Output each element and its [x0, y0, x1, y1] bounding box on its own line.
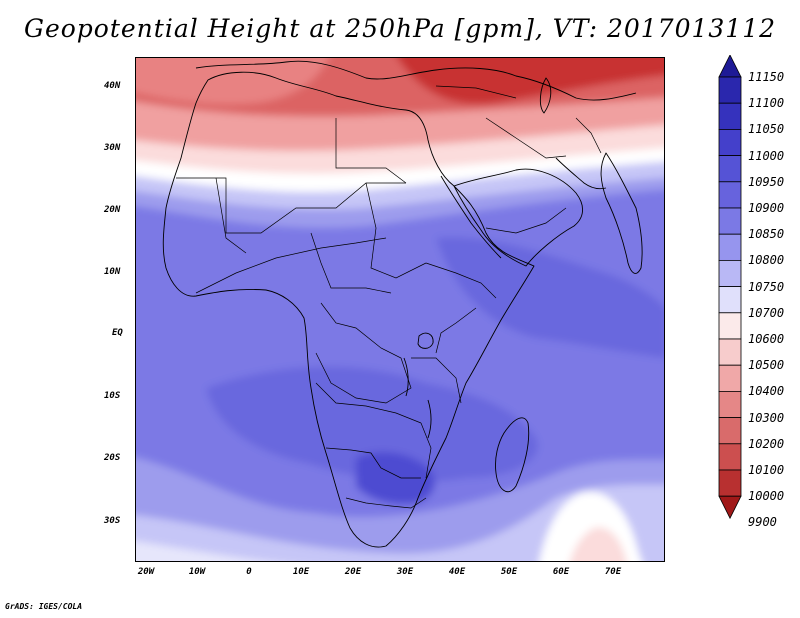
africa-coastline — [162, 71, 535, 548]
lon-label-20w: 20W — [137, 567, 155, 577]
caspian-sea — [539, 77, 552, 114]
border-namibia-bots — [325, 447, 421, 479]
legend-label: 11150 — [748, 70, 785, 84]
arabia-coastline — [453, 168, 583, 267]
legend-swatch — [718, 233, 742, 261]
legend-label: 11000 — [748, 148, 785, 163]
lon-label-10e: 10E — [292, 567, 310, 577]
lon-label-40e: 40E — [448, 567, 466, 577]
field-deep-blue-east — [436, 237, 664, 358]
legend-swatch — [718, 259, 742, 287]
border-sudan — [365, 182, 427, 279]
legend-label: 11050 — [748, 122, 785, 137]
geopotential-height-map — [136, 58, 664, 561]
border-mozambique — [420, 422, 432, 479]
border-tanzania — [411, 357, 462, 404]
legend-label: 10700 — [748, 305, 785, 320]
border-ethiopia — [425, 262, 497, 299]
border-drc — [315, 302, 412, 404]
legend-label: 10400 — [748, 384, 785, 399]
color-legend — [718, 55, 742, 520]
persian-gulf-coast — [555, 157, 607, 190]
border-sa — [345, 497, 427, 509]
lat-label-eq: EQ — [112, 328, 123, 338]
lat-label-20s: 20S — [104, 453, 121, 463]
legend-swatch — [718, 443, 742, 471]
field-darkest-blue-sa — [356, 452, 435, 505]
legend-label: 10000 — [748, 489, 785, 504]
legend-label: 10500 — [748, 358, 785, 373]
lat-label-20n: 20N — [104, 205, 121, 215]
border-chad-car — [310, 232, 392, 294]
legend-swatch — [718, 129, 742, 157]
border-sahara — [176, 177, 406, 234]
legend-label: 10800 — [748, 253, 785, 268]
border-turkey — [435, 85, 517, 99]
legend-swatch — [718, 102, 742, 130]
legend-swatch — [718, 155, 742, 183]
border-libya-egypt — [335, 118, 407, 184]
field-lavender-south — [136, 484, 664, 561]
legend-label: 10600 — [748, 332, 785, 346]
map-panel — [135, 57, 665, 562]
lat-label-30n: 30N — [104, 143, 121, 153]
border-iran-iraq — [485, 117, 567, 159]
lon-label-70e: 70E — [604, 567, 622, 577]
lake-malawi — [427, 399, 432, 439]
legend-swatch — [718, 469, 742, 497]
lon-label-50e: 50E — [500, 567, 518, 577]
border-saudi-yemen — [485, 207, 567, 234]
field-white-sw — [136, 541, 264, 561]
legend-label: 11100 — [748, 96, 785, 111]
europe-coastline — [195, 60, 637, 101]
lat-label-30s: 30S — [104, 516, 121, 526]
legend-swatch — [718, 181, 742, 209]
legend-label: 10950 — [748, 174, 785, 189]
legend-swatch — [718, 417, 742, 445]
legend-swatch — [718, 312, 742, 340]
legend-swatch — [718, 390, 742, 418]
coastlines — [162, 60, 643, 548]
legend-bottom-arrow — [718, 495, 742, 520]
country-borders — [176, 85, 602, 509]
legend-label: 10300 — [748, 410, 785, 425]
lat-label-10s: 10S — [104, 391, 121, 401]
legend-label: 10750 — [748, 279, 785, 294]
legend-label: 9900 — [748, 515, 777, 530]
chart-title: Geopotential Height at 250hPa [gpm], VT:… — [23, 14, 777, 43]
lon-label-20e: 20E — [344, 567, 362, 577]
border-pakistan — [575, 117, 602, 154]
legend-swatch — [718, 338, 742, 366]
lon-label-0: 0 — [246, 567, 252, 577]
field-deep-red-ne — [397, 58, 664, 105]
lat-label-40n: 40N — [104, 81, 121, 91]
legend-label: 10100 — [748, 463, 785, 477]
border-sahel — [195, 237, 387, 294]
madagascar-coastline — [495, 417, 530, 493]
border-mali — [215, 177, 247, 254]
lon-label-60e: 60E — [552, 567, 570, 577]
india-coastline — [600, 152, 643, 274]
legend-swatch — [718, 76, 742, 104]
lon-label-30e: 30E — [396, 567, 414, 577]
legend-label: 10850 — [748, 227, 785, 242]
grads-credit: GrADS: IGES/COLA — [5, 602, 83, 611]
border-somalia-kenya — [435, 307, 477, 354]
legend-label: 10200 — [748, 436, 785, 451]
legend-top-arrow — [718, 55, 742, 78]
legend-swatch — [718, 364, 742, 392]
legend-label: 10900 — [748, 201, 785, 215]
field-salmon-west — [136, 58, 329, 105]
field-deep-blue-central — [206, 366, 538, 483]
lat-label-10n: 10N — [104, 267, 121, 277]
lake-victoria — [417, 332, 434, 349]
lake-tanganyika — [403, 357, 409, 397]
field-pink-south — [570, 527, 627, 561]
border-angola-zambia — [315, 382, 422, 424]
legend-swatch — [718, 286, 742, 314]
red-sea-coast — [440, 175, 502, 259]
legend-swatch — [718, 207, 742, 235]
lon-label-10w: 10W — [188, 567, 206, 577]
